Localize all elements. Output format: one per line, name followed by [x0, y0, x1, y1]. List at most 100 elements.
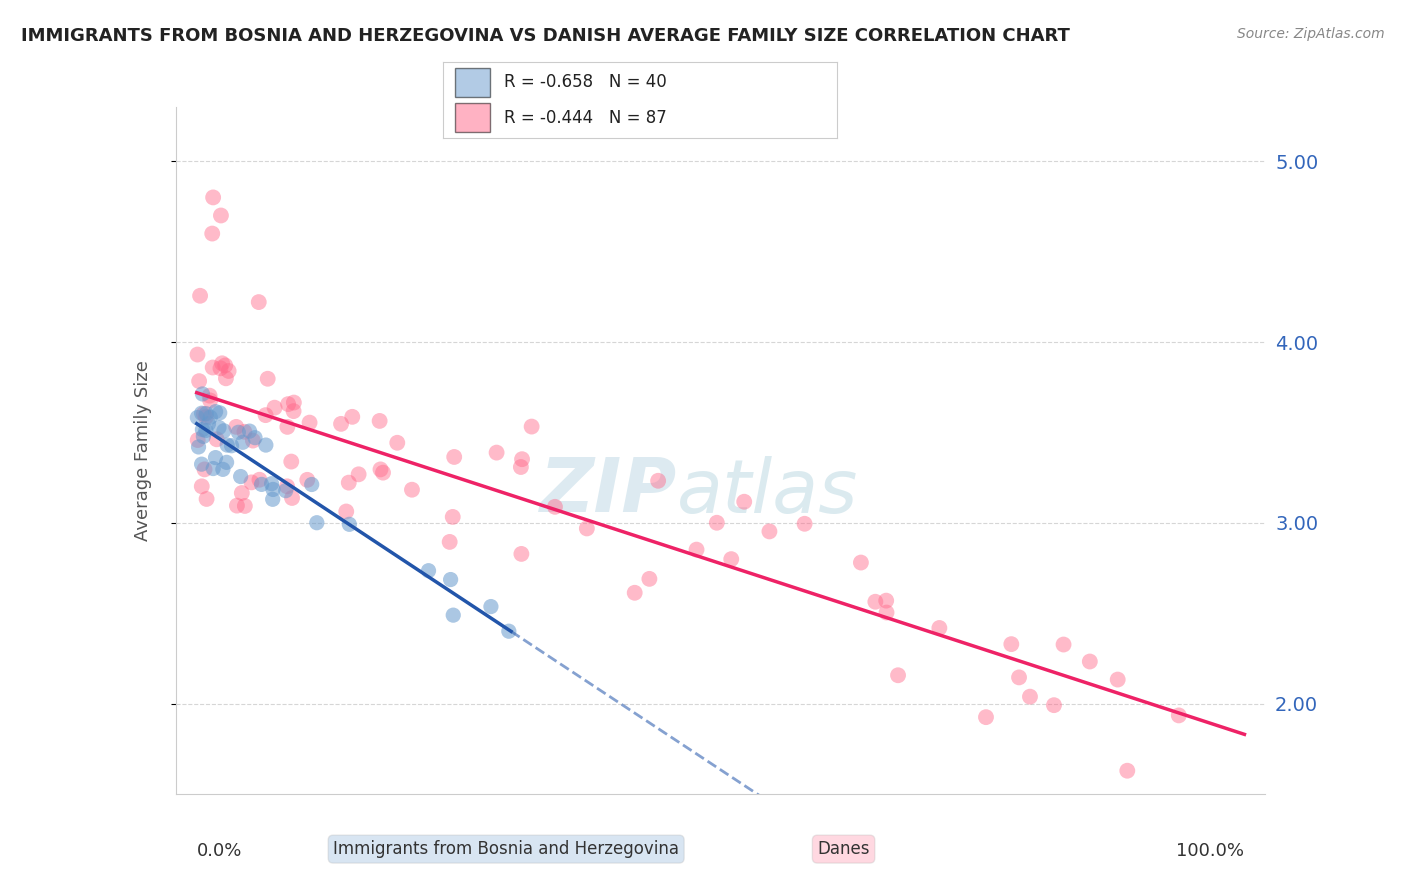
Point [249, 473, 271, 487]
Point [233, 499, 256, 513]
Point [197, 417, 219, 431]
Point [1052, 638, 1074, 652]
Point [211, 356, 233, 370]
Text: R = -0.658   N = 40: R = -0.658 N = 40 [503, 73, 666, 91]
Point [212, 462, 235, 476]
Point [202, 461, 225, 475]
Text: Source: ZipAtlas.com: Source: ZipAtlas.com [1237, 27, 1385, 41]
Point [212, 424, 235, 438]
Point [240, 475, 263, 490]
Text: IMMIGRANTS FROM BOSNIA AND HERZEGOVINA VS DANISH AVERAGE FAMILY SIZE CORRELATION: IMMIGRANTS FROM BOSNIA AND HERZEGOVINA V… [21, 27, 1070, 45]
Point [191, 423, 214, 437]
Point [232, 435, 254, 450]
Point [368, 414, 391, 428]
Point [337, 517, 360, 532]
Point [277, 397, 299, 411]
Point [479, 599, 502, 614]
Point [195, 491, 218, 506]
Point [193, 429, 215, 443]
Point [370, 462, 392, 476]
Point [204, 404, 226, 418]
Point [194, 410, 217, 425]
Point [347, 467, 370, 482]
Point [200, 410, 222, 425]
Point [274, 483, 297, 498]
Point [215, 371, 238, 385]
Point [208, 406, 231, 420]
Point [401, 483, 423, 497]
Point [301, 477, 323, 491]
Point [305, 516, 328, 530]
Point [283, 404, 305, 418]
Point [229, 469, 252, 483]
Point [209, 209, 232, 223]
Point [233, 425, 256, 439]
Point [228, 425, 250, 440]
Point [202, 190, 225, 204]
Point [865, 595, 887, 609]
Point [1043, 698, 1066, 713]
Point [1000, 637, 1022, 651]
Point [260, 476, 283, 491]
Point [195, 407, 218, 421]
Text: atlas: atlas [678, 456, 859, 528]
FancyBboxPatch shape [454, 68, 491, 96]
Point [243, 431, 266, 445]
Point [623, 586, 645, 600]
Point [418, 564, 440, 578]
Point [387, 435, 409, 450]
Point [510, 452, 533, 467]
Point [188, 289, 211, 303]
Point [204, 450, 226, 465]
Point [238, 424, 260, 438]
Point [1019, 690, 1042, 704]
FancyBboxPatch shape [454, 103, 491, 132]
Point [247, 295, 270, 310]
Point [215, 455, 238, 469]
Point [193, 407, 215, 421]
Point [1107, 673, 1129, 687]
Point [276, 420, 298, 434]
Point [188, 374, 211, 388]
Point [441, 510, 464, 524]
Point [276, 479, 298, 493]
Point [225, 420, 247, 434]
Point [214, 359, 236, 373]
Point [439, 535, 461, 549]
Point [250, 477, 273, 491]
Point [221, 439, 243, 453]
Point [209, 361, 232, 376]
Point [218, 364, 240, 378]
Point [226, 499, 249, 513]
Point [498, 624, 520, 639]
Point [297, 473, 319, 487]
Point [638, 572, 661, 586]
Point [254, 408, 277, 422]
Point [191, 387, 214, 401]
Point [281, 491, 304, 505]
Point [231, 486, 253, 500]
Point [875, 593, 897, 607]
Point [190, 457, 212, 471]
Text: 0.0%: 0.0% [197, 842, 242, 860]
Point [262, 483, 284, 497]
Point [194, 424, 217, 438]
Point [509, 460, 531, 475]
Point [263, 401, 285, 415]
Point [520, 419, 543, 434]
Point [186, 347, 208, 361]
Point [1078, 655, 1101, 669]
Text: 100.0%: 100.0% [1177, 842, 1244, 860]
Point [575, 521, 598, 535]
Point [242, 434, 264, 448]
Point [1167, 708, 1189, 723]
Text: Danes: Danes [817, 840, 870, 858]
Point [887, 668, 910, 682]
Point [1008, 670, 1031, 684]
Point [510, 547, 533, 561]
Point [201, 227, 224, 241]
Point [733, 494, 755, 508]
Point [849, 556, 872, 570]
Point [439, 573, 461, 587]
Y-axis label: Average Family Size: Average Family Size [134, 360, 152, 541]
